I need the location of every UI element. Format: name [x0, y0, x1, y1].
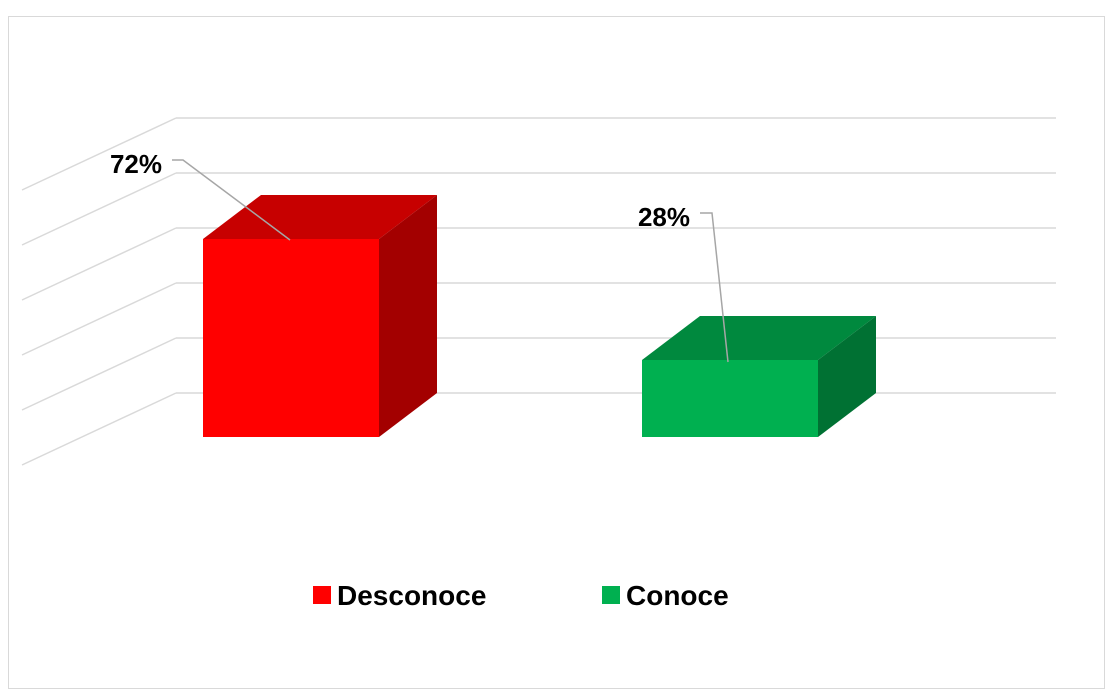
bars	[203, 195, 876, 437]
legend: Desconoce Conoce	[313, 580, 729, 611]
bar-front-desconoce	[203, 239, 379, 437]
gridline-side	[21, 227, 177, 301]
grid-lines	[21, 117, 1056, 466]
data-label-desconoce: 72%	[110, 149, 162, 179]
gridline-side	[21, 337, 177, 411]
bar-conoce	[642, 316, 876, 437]
gridline-side	[21, 392, 177, 466]
legend-swatch-conoce	[602, 586, 620, 604]
bar-front-conoce	[642, 360, 818, 437]
gridline-side	[21, 117, 177, 191]
legend-label-desconoce: Desconoce	[337, 580, 486, 611]
chart-frame	[8, 16, 1105, 689]
bar-top-desconoce	[203, 195, 437, 239]
legend-swatch-desconoce	[313, 586, 331, 604]
legend-label-conoce: Conoce	[626, 580, 729, 611]
gridline-side	[21, 282, 177, 356]
legend-item-desconoce: Desconoce	[313, 580, 486, 611]
bar-top-conoce	[642, 316, 876, 360]
data-label-conoce: 28%	[638, 202, 690, 232]
leader-line-conoce	[700, 212, 729, 363]
data-labels: 72% 28%	[110, 149, 729, 363]
bar-side-conoce	[818, 316, 876, 437]
leader-line-desconoce	[172, 159, 291, 241]
gridline-side	[21, 172, 177, 246]
legend-item-conoce: Conoce	[602, 580, 729, 611]
bar-side-desconoce	[379, 195, 437, 437]
bar-desconoce	[203, 195, 437, 437]
